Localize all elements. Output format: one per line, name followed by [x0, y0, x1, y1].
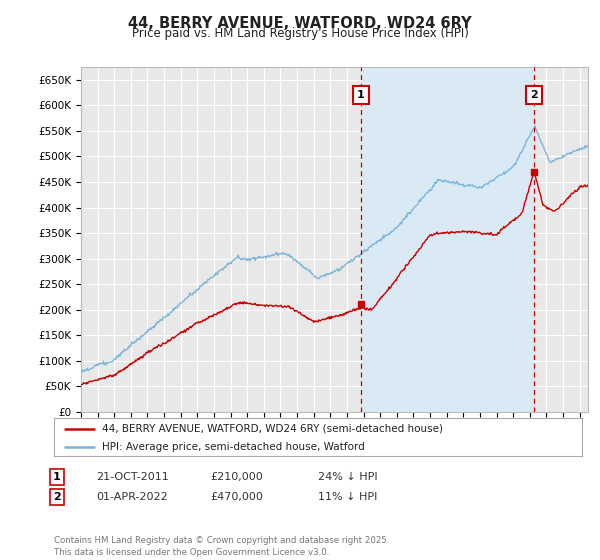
Text: 1: 1	[357, 90, 365, 100]
Text: 2: 2	[53, 492, 61, 502]
Text: Price paid vs. HM Land Registry's House Price Index (HPI): Price paid vs. HM Land Registry's House …	[131, 27, 469, 40]
Text: 01-APR-2022: 01-APR-2022	[96, 492, 168, 502]
Text: 24% ↓ HPI: 24% ↓ HPI	[318, 472, 377, 482]
Text: 21-OCT-2011: 21-OCT-2011	[96, 472, 169, 482]
Text: Contains HM Land Registry data © Crown copyright and database right 2025.
This d: Contains HM Land Registry data © Crown c…	[54, 536, 389, 557]
Text: £210,000: £210,000	[210, 472, 263, 482]
Text: 44, BERRY AVENUE, WATFORD, WD24 6RY: 44, BERRY AVENUE, WATFORD, WD24 6RY	[128, 16, 472, 31]
Text: 44, BERRY AVENUE, WATFORD, WD24 6RY (semi-detached house): 44, BERRY AVENUE, WATFORD, WD24 6RY (sem…	[101, 424, 443, 434]
Bar	[361, 67, 534, 412]
Text: 11% ↓ HPI: 11% ↓ HPI	[318, 492, 377, 502]
Text: £470,000: £470,000	[210, 492, 263, 502]
Text: 1: 1	[53, 472, 61, 482]
Text: HPI: Average price, semi-detached house, Watford: HPI: Average price, semi-detached house,…	[101, 442, 364, 452]
Text: 2: 2	[530, 90, 538, 100]
